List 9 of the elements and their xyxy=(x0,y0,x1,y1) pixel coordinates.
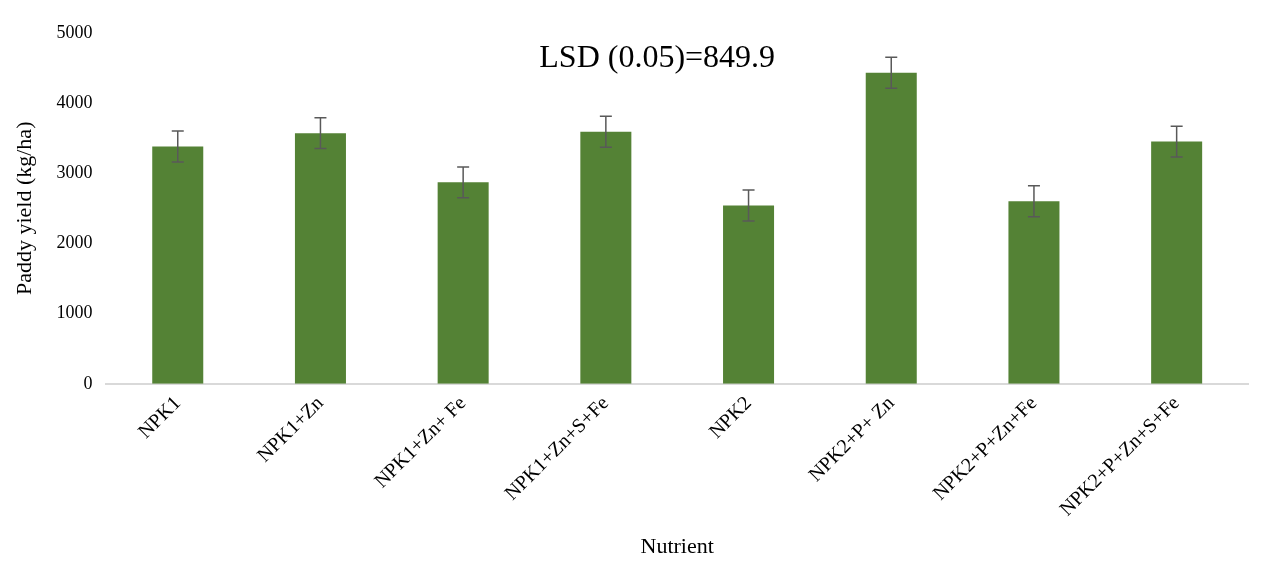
y-tick-label: 5000 xyxy=(56,21,93,42)
x-axis-title: Nutrient xyxy=(640,532,714,558)
y-axis-title: Paddy yield (kg/ha) xyxy=(10,121,36,296)
y-tick-label: 2000 xyxy=(56,232,93,253)
y-tick-label: 1000 xyxy=(56,302,93,323)
y-tick-label: 0 xyxy=(83,372,93,393)
y-tick-label: 4000 xyxy=(56,91,93,112)
y-tick-label: 3000 xyxy=(56,161,93,182)
annotation: LSD (0.05)=849.9 xyxy=(539,38,776,75)
